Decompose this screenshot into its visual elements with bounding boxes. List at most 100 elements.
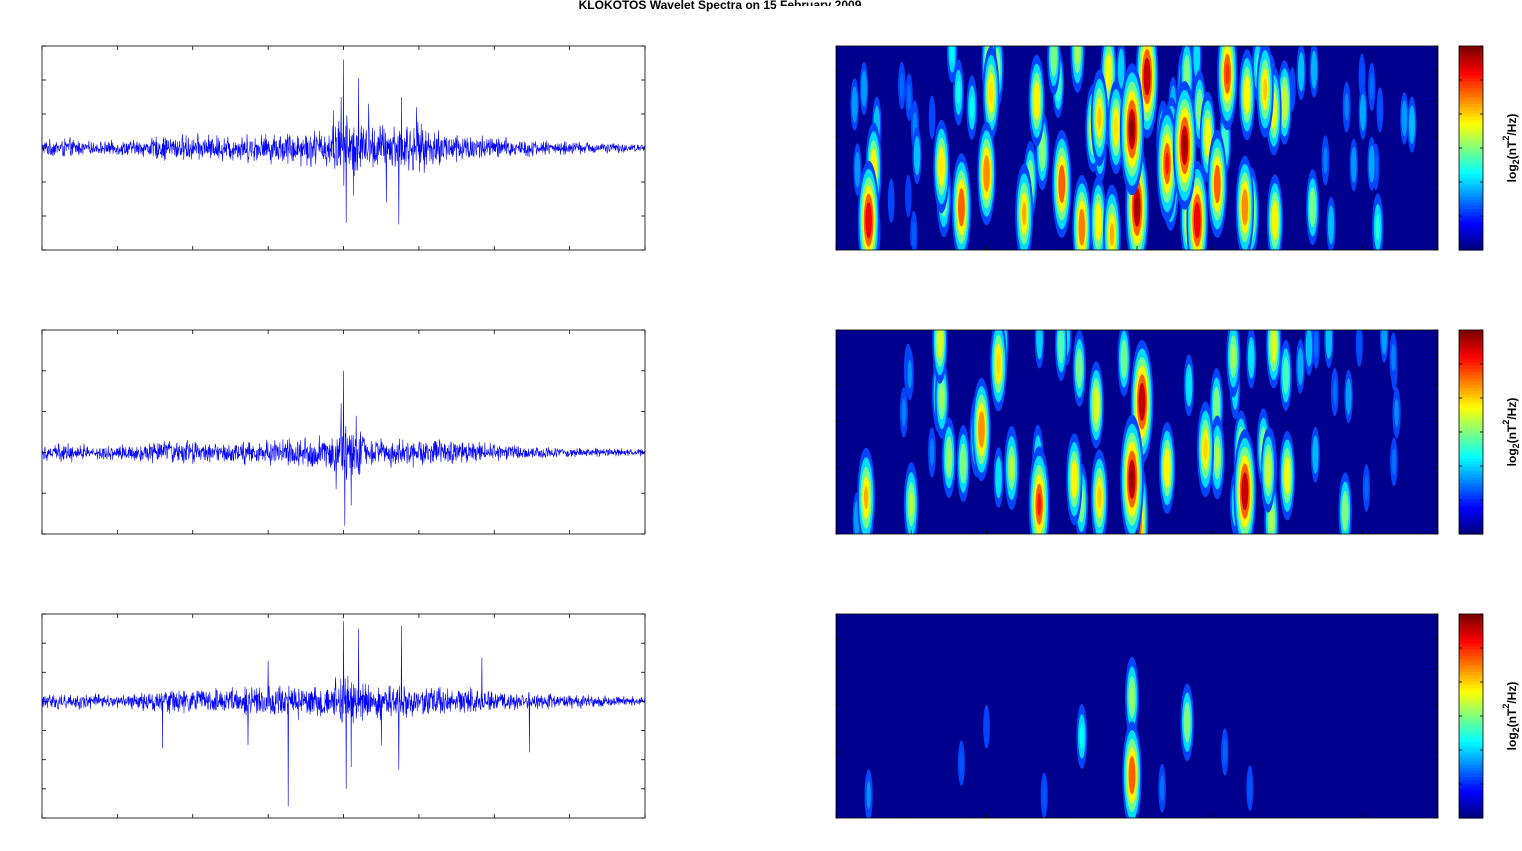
blob-level — [1203, 438, 1208, 461]
blob-level — [1249, 346, 1254, 370]
colorbar-step — [1459, 240, 1483, 245]
colorbar-step — [1459, 652, 1483, 657]
colorbar-step — [1459, 154, 1483, 159]
wavelet-power-blob — [928, 427, 936, 478]
heatmap-panel-y-wavelet: log2(nT2/Hz) — [776, 290, 1521, 581]
blob-level — [1298, 356, 1302, 377]
colorbar-label-rest: (nT — [1505, 140, 1519, 159]
wavelet-power-blob — [1400, 92, 1409, 145]
colorbar-step — [1459, 428, 1483, 433]
colorbar-step — [1459, 432, 1483, 436]
colorbar-step — [1459, 671, 1483, 676]
colorbar-step — [1459, 349, 1483, 353]
colorbar-step — [1459, 160, 1483, 165]
blob-level — [1037, 328, 1042, 351]
line-panel-x-series — [41, 45, 646, 251]
mask-top — [776, 290, 1498, 330]
colorbar-step — [1459, 438, 1483, 443]
blob-level — [1242, 480, 1247, 502]
colorbar-label: log2(nT2/Hz) — [1501, 682, 1521, 751]
wavelet-power-blob — [1072, 330, 1086, 407]
wavelet-power-blob — [905, 73, 913, 122]
colorbar-step — [1459, 779, 1483, 784]
colorbar-label-sub: 2 — [1511, 443, 1521, 448]
colorbar-step — [1459, 716, 1483, 720]
colorbar-step — [1459, 486, 1483, 490]
colorbar-step — [1459, 409, 1483, 414]
blob-level — [938, 330, 942, 351]
wavelet-power-blob — [887, 178, 895, 223]
wavelet-power-blob — [1349, 138, 1358, 192]
wavelet-power-blob — [972, 377, 991, 482]
blob-level — [1222, 739, 1227, 765]
blob-level — [969, 95, 974, 120]
colorbar-step — [1459, 224, 1483, 229]
wavelet-power-blob — [1358, 85, 1368, 140]
colorbar-step — [1459, 352, 1483, 357]
blob-level — [1077, 357, 1082, 380]
wavelet-power-blob — [1054, 308, 1068, 381]
wavelet-power-blob — [1066, 433, 1083, 526]
colorbar-step — [1459, 467, 1483, 471]
wavelet-power-blob — [1226, 315, 1241, 398]
colorbar-step — [1459, 214, 1483, 219]
colorbar-step — [1459, 690, 1483, 695]
blob-level — [1130, 764, 1134, 786]
colorbar-step — [1459, 712, 1483, 717]
colorbar-step — [1459, 90, 1483, 95]
blob-level — [1122, 348, 1126, 370]
blob-level — [1187, 373, 1191, 397]
colorbar-step — [1459, 463, 1483, 468]
colorbar-step — [1459, 719, 1483, 723]
wavelet-power-blob — [1209, 415, 1225, 500]
wavelet-power-blob — [1367, 136, 1377, 192]
colorbar-step — [1459, 345, 1483, 350]
wavelet-power-blob — [1309, 41, 1319, 98]
colorbar-label-sub: 2 — [1511, 159, 1521, 164]
blob-level — [984, 714, 989, 739]
colorbar-step — [1459, 377, 1483, 382]
wavelet-power-blob — [951, 153, 972, 262]
blob-level — [996, 352, 1001, 375]
wavelet-power-blob — [1310, 426, 1320, 483]
wavelet-power-blob — [1090, 176, 1107, 268]
blob-level — [1273, 209, 1277, 231]
blob-level — [866, 210, 871, 231]
blob-level — [1097, 106, 1102, 130]
colorbar-step — [1459, 183, 1483, 187]
colorbar-step — [1459, 390, 1483, 395]
colorbar-step — [1459, 735, 1483, 739]
blob-level — [862, 78, 866, 99]
wavelet-power-blob — [1260, 428, 1276, 513]
colorbar-step — [1459, 684, 1483, 688]
blob-level — [1378, 97, 1382, 123]
wavelet-power-blob — [1196, 401, 1214, 497]
colorbar-step — [1459, 135, 1483, 140]
colorbar-step — [1459, 444, 1483, 449]
colorbar-step — [1459, 738, 1483, 743]
colorbar-step — [1459, 173, 1483, 178]
mask-left — [776, 574, 836, 851]
blob-level — [1266, 460, 1270, 481]
blob-level — [866, 781, 871, 810]
wavelet-power-blob — [1344, 369, 1353, 424]
colorbar-step — [1459, 763, 1483, 768]
wavelet-power-blob — [899, 387, 908, 438]
wavelet-power-blob — [1183, 354, 1195, 417]
blob-level — [1410, 114, 1414, 136]
colorbar-step — [1459, 176, 1483, 181]
colorbar-step — [1459, 403, 1483, 408]
blob-level — [1096, 211, 1101, 233]
colorbar-step — [1459, 530, 1483, 535]
wavelet-power-blob — [1296, 43, 1306, 101]
colorbar-step — [1459, 234, 1483, 238]
colorbar-step — [1459, 617, 1483, 621]
colorbar-step — [1459, 119, 1483, 124]
blob-level — [1182, 134, 1187, 157]
colorbar-step — [1459, 470, 1483, 475]
colorbar-step — [1459, 489, 1483, 494]
wavelet-power-blob — [1407, 96, 1417, 153]
blob-level — [1051, 45, 1056, 68]
wavelet-power-blob — [1376, 87, 1384, 133]
colorbar-step — [1459, 52, 1483, 57]
